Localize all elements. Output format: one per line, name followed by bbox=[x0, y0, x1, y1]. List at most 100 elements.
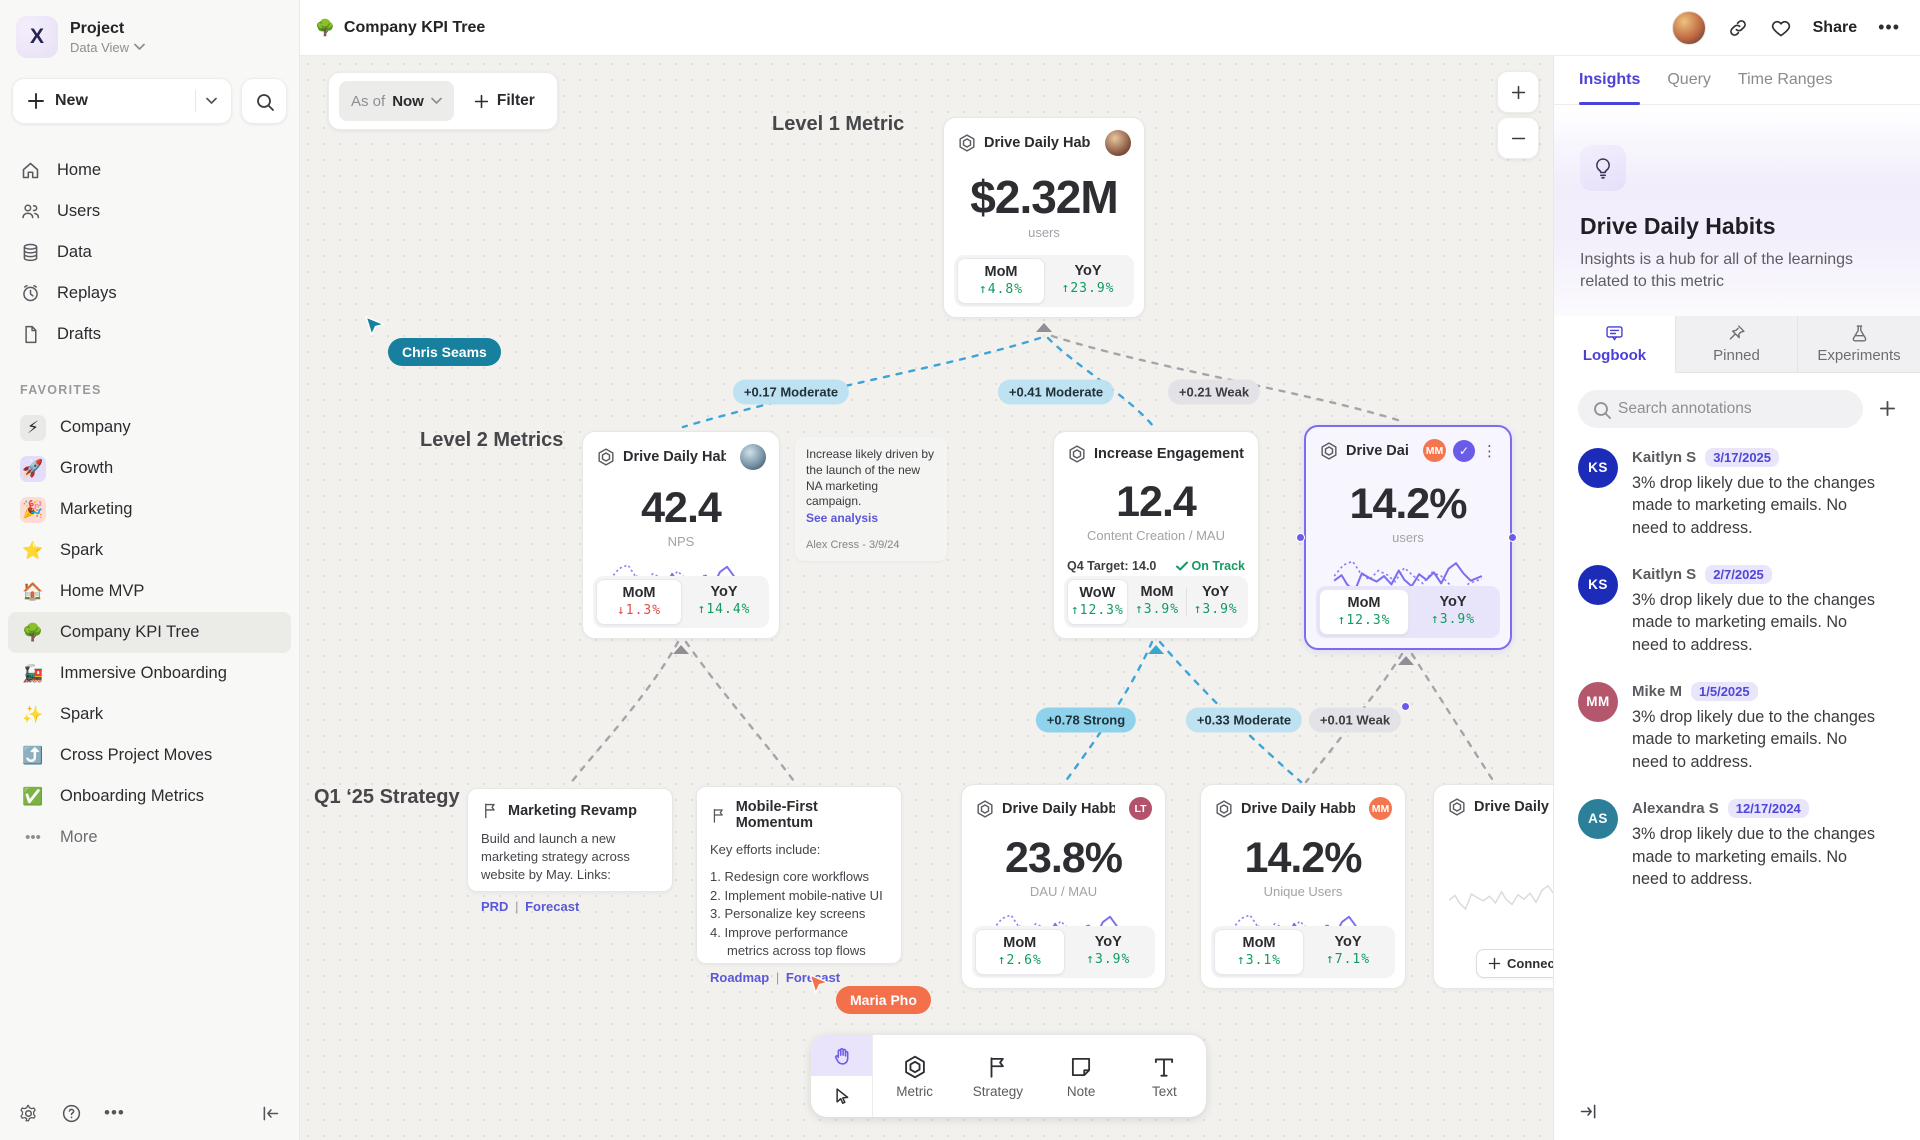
project-switcher[interactable]: Χ Project Data View bbox=[0, 0, 299, 68]
metric-value: 12.4 bbox=[1116, 478, 1197, 526]
sidebar-item-company-kpi-tree[interactable]: 🌳 Company KPI Tree bbox=[8, 612, 291, 653]
stat-chip-mom[interactable]: MoM ↑2.6% bbox=[975, 929, 1065, 975]
favorite-heart-icon[interactable] bbox=[1770, 17, 1792, 39]
sidebar-item-growth[interactable]: 🚀 Growth bbox=[8, 448, 291, 489]
tab-insights[interactable]: Insights bbox=[1579, 56, 1641, 105]
sidebar-item-home-mvp[interactable]: 🏠 Home MVP bbox=[8, 571, 291, 612]
verified-badge-icon: ✓ bbox=[1453, 439, 1475, 462]
tab-time-ranges[interactable]: Time Ranges bbox=[1737, 71, 1833, 88]
zoom-in-button[interactable] bbox=[1497, 71, 1539, 113]
collapse-panel-icon[interactable] bbox=[1578, 1101, 1599, 1122]
sidebar-item-label: Cross Project Moves bbox=[60, 746, 213, 764]
metric-card-dau[interactable]: Drive Daily Habbits LT 23.8% DAU / MAU M… bbox=[961, 784, 1166, 989]
metric-card-selected[interactable]: Drive Daily Habb.. MM ✓ ⋮ 14.2% users Mo… bbox=[1304, 425, 1512, 650]
metric-card-level1[interactable]: Drive Daily Habbits $2.32M users MoM ↑4.… bbox=[943, 117, 1145, 318]
strategy-card-mobile-first[interactable]: Mobile-First Momentum Key efforts includ… bbox=[696, 786, 902, 985]
collapse-triangle[interactable] bbox=[1398, 656, 1414, 665]
text-tool-button[interactable]: Text bbox=[1123, 1035, 1206, 1117]
sidebar-item-home[interactable]: Home bbox=[0, 150, 299, 191]
stat-chip-mom[interactable]: MoM ↓1.3% bbox=[596, 579, 682, 625]
link-icon[interactable] bbox=[1727, 17, 1749, 39]
sidebar-item-users[interactable]: Users bbox=[0, 191, 299, 232]
as-of-dropdown[interactable]: As of Now bbox=[339, 81, 454, 121]
annotation-item[interactable]: KS Kaitlyn S 2/7/2025 3% drop likely due… bbox=[1578, 564, 1896, 657]
collapse-triangle[interactable] bbox=[673, 645, 689, 654]
strategy-card-marketing-revamp[interactable]: Marketing Revamp Build and launch a new … bbox=[467, 788, 673, 914]
sidebar-item-drafts[interactable]: Drafts bbox=[0, 314, 299, 355]
stat-chip-mom[interactable]: MoM ↑3.1% bbox=[1214, 929, 1304, 975]
sidebar-item-marketing[interactable]: 🎉 Marketing bbox=[8, 489, 291, 530]
stat-chip-yoy[interactable]: YoY ↑23.9% bbox=[1061, 263, 1115, 296]
stat-chip-yoy[interactable]: YoY ↑14.4% bbox=[697, 584, 751, 617]
sidebar-item-cross-project-moves[interactable]: ⤴️ Cross Project Moves bbox=[8, 735, 291, 776]
select-tool-button[interactable] bbox=[811, 1076, 872, 1117]
more-icon[interactable]: ••• bbox=[104, 1103, 125, 1122]
stat-chip-yoy[interactable]: YoY ↑3.9% bbox=[1086, 934, 1131, 967]
connect-button[interactable]: Connect bbox=[1476, 949, 1553, 978]
sidebar-item-spark[interactable]: ⭐ Spark bbox=[8, 530, 291, 571]
hand-tool-button[interactable] bbox=[811, 1035, 872, 1076]
see-analysis-link[interactable]: See analysis bbox=[806, 511, 879, 526]
canvas-note-card[interactable]: Increase likely driven by the launch of … bbox=[795, 437, 947, 562]
sidebar-item-data[interactable]: Data bbox=[0, 232, 299, 273]
kebab-menu-icon[interactable]: ⋮ bbox=[1482, 442, 1497, 460]
add-annotation-button[interactable] bbox=[1879, 400, 1896, 417]
sidebar-item-company[interactable]: ⚡ Company bbox=[8, 407, 291, 448]
metric-card-unique-users[interactable]: Drive Daily Habbits MM 14.2% Unique User… bbox=[1200, 784, 1406, 989]
subtab-logbook[interactable]: Logbook bbox=[1554, 315, 1676, 373]
new-button[interactable]: New bbox=[12, 78, 232, 124]
collapse-sidebar-icon[interactable] bbox=[260, 1103, 281, 1124]
subtab-pinned[interactable]: Pinned bbox=[1676, 315, 1798, 373]
zoom-out-button[interactable] bbox=[1497, 117, 1539, 159]
collapse-triangle[interactable] bbox=[1036, 323, 1052, 332]
train-icon: 🚂 bbox=[22, 663, 44, 683]
strategy-tool-button[interactable]: Strategy bbox=[956, 1035, 1039, 1117]
stat-chip-mom[interactable]: MoM ↑4.8% bbox=[957, 258, 1045, 304]
strategy-intro: Key efforts include: bbox=[710, 842, 821, 857]
annotation-item[interactable]: KS Kaitlyn S 3/17/2025 3% drop likely du… bbox=[1578, 447, 1896, 540]
search-annotations-input[interactable] bbox=[1578, 389, 1863, 428]
stat-chip-wow[interactable]: WoW ↑12.3% bbox=[1067, 579, 1128, 625]
annotation-item[interactable]: AS Alexandra S 12/17/2024 3% drop likely… bbox=[1578, 798, 1896, 891]
collaborator-badge: MM bbox=[1369, 797, 1392, 820]
stat-chip-mom[interactable]: MoM ↑12.3% bbox=[1319, 589, 1409, 635]
selection-handle[interactable] bbox=[1508, 533, 1517, 542]
sidebar-item-spark-2[interactable]: ✨ Spark bbox=[8, 694, 291, 735]
prd-link[interactable]: PRD bbox=[481, 898, 509, 914]
sidebar-item-onboarding-metrics[interactable]: ✅ Onboarding Metrics bbox=[8, 776, 291, 817]
stat-chip-yoy[interactable]: YoY ↑7.1% bbox=[1325, 934, 1371, 967]
strategy-list: 1. Redesign core workflows 2. Implement … bbox=[710, 869, 883, 958]
metric-icon bbox=[959, 134, 975, 152]
annotation-author: Kaitlyn S bbox=[1632, 565, 1697, 583]
metric-card-nps[interactable]: Drive Daily Habbits 42.4 NPS MoM ↓1.3% Y… bbox=[582, 431, 780, 639]
share-button[interactable]: Share bbox=[1812, 18, 1858, 36]
search-button[interactable] bbox=[241, 78, 287, 124]
tab-query[interactable]: Query bbox=[1667, 71, 1711, 88]
metric-tool-button[interactable]: Metric bbox=[873, 1035, 956, 1117]
help-icon[interactable] bbox=[61, 1103, 82, 1124]
forecast-link[interactable]: Forecast bbox=[525, 898, 580, 914]
annotation-item[interactable]: MM Mike M 1/5/2025 3% drop likely due to… bbox=[1578, 681, 1896, 774]
selection-handle[interactable] bbox=[1401, 702, 1410, 711]
selection-handle[interactable] bbox=[1296, 533, 1305, 542]
stat-chip-yoy[interactable]: YoY ↑3.9% bbox=[1186, 579, 1245, 625]
kpi-tree-canvas[interactable]: As of Now Filter Level 1 Metric Level 2 … bbox=[300, 56, 1553, 1140]
annotation-date: 12/17/2024 bbox=[1727, 798, 1809, 818]
gear-icon[interactable] bbox=[18, 1103, 39, 1124]
stat-chip-yoy[interactable]: YoY ↑3.9% bbox=[1430, 594, 1476, 627]
roadmap-link[interactable]: Roadmap bbox=[710, 970, 770, 986]
sidebar-item-more[interactable]: ••• More bbox=[8, 817, 291, 858]
chevron-down-icon[interactable] bbox=[206, 97, 217, 105]
note-tool-button[interactable]: Note bbox=[1040, 1035, 1123, 1117]
sidebar-item-immersive-onboarding[interactable]: 🚂 Immersive Onboarding bbox=[8, 653, 291, 694]
sidebar-item-replays[interactable]: Replays bbox=[0, 273, 299, 314]
metric-card-partial[interactable]: Drive Daily Hab Connect bbox=[1433, 784, 1553, 989]
status-badge: On Track bbox=[1175, 559, 1245, 573]
collapse-triangle[interactable] bbox=[1148, 645, 1164, 654]
more-menu-icon[interactable]: ••• bbox=[1878, 17, 1900, 37]
subtab-experiments[interactable]: Experiments bbox=[1798, 315, 1920, 373]
stat-chip-mom[interactable]: MoM ↑3.9% bbox=[1134, 584, 1180, 617]
add-filter-button[interactable]: Filter bbox=[462, 92, 547, 110]
metric-card-engagement[interactable]: Increase Engagement 12.4 Content Creatio… bbox=[1053, 431, 1259, 639]
user-avatar[interactable] bbox=[1671, 10, 1706, 45]
